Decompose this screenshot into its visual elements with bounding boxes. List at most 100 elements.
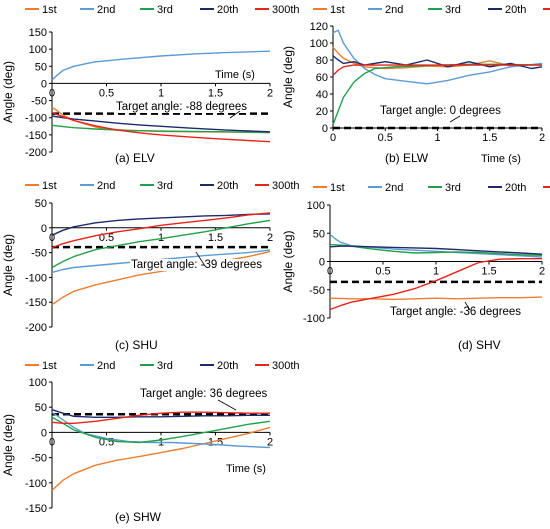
- legend-label-2nd: 2nd: [97, 360, 115, 372]
- y-tick-label: -200: [25, 147, 47, 159]
- chart-elv: 1st 2nd 3rd 20th 300th-200-150-100-500501001…: [1, 4, 300, 165]
- y-tick-label: 50: [35, 61, 47, 73]
- legend-label-20th: 20th: [217, 360, 238, 372]
- legend: 1st 2nd 3rd 20th 300th: [25, 360, 300, 372]
- target-annotation-bg: [389, 306, 523, 318]
- y-tick-label: 50: [313, 228, 325, 240]
- target-annotation-bg: [139, 388, 269, 400]
- series-line-3rd: [332, 63, 543, 125]
- chart-caption: (b) ELW: [385, 151, 429, 165]
- series-line-300th: [51, 212, 271, 249]
- y-axis-label: Angle (deg): [281, 46, 295, 108]
- target-annotation: Target angle: 0 degrees: [380, 105, 501, 117]
- legend-label-300th: 300th: [272, 4, 300, 16]
- series-line-300th: [51, 111, 271, 143]
- annotation-leader: [217, 399, 237, 411]
- y-tick-label: 0: [322, 123, 328, 135]
- x-tick-label: 0: [49, 232, 55, 244]
- legend-label-1st: 1st: [330, 4, 345, 16]
- chart-caption: (a) ELV: [115, 151, 155, 165]
- target-annotation: Target angle: -88 degrees: [116, 101, 247, 113]
- y-tick-label: 0: [41, 78, 47, 90]
- legend-label-20th: 20th: [217, 180, 238, 192]
- legend-label-1st: 1st: [42, 180, 57, 192]
- y-tick-label: 100: [29, 377, 47, 389]
- annotation-leader: [449, 115, 461, 123]
- chart-caption: (e) SHW: [115, 510, 162, 524]
- y-tick-label: 100: [310, 38, 328, 50]
- annotation-leader: [229, 110, 241, 119]
- x-tick-label: 1: [433, 266, 439, 278]
- legend-label-3rd: 3rd: [157, 4, 173, 16]
- legend-label-1st: 1st: [42, 360, 57, 372]
- y-tick-label: 80: [316, 55, 328, 67]
- y-tick-label: 40: [316, 89, 328, 101]
- y-tick-label: -50: [31, 248, 47, 260]
- y-tick-label: -150: [25, 130, 47, 142]
- series-line-1st: [51, 426, 271, 491]
- legend-label-2nd: 2nd: [97, 180, 115, 192]
- x-tick-label: 1: [158, 232, 164, 244]
- y-axis-label: Angle (deg): [1, 234, 15, 296]
- x-axis-label: Time (s): [215, 69, 255, 81]
- legend-label-20th: 20th: [505, 182, 526, 194]
- chart-caption: (c) SHU: [115, 338, 158, 352]
- target-annotation-bg: [130, 259, 264, 271]
- x-tick-label: 0.5: [99, 87, 114, 99]
- x-tick-label: 1.5: [208, 232, 223, 244]
- series-line-2nd: [51, 50, 271, 81]
- y-tick-label: 0: [41, 427, 47, 439]
- legend-label-2nd: 2nd: [385, 4, 403, 16]
- chart-elw: 1st2nd3rd20th300th02040608010012000.511.…: [281, 4, 550, 165]
- y-tick-label: 50: [35, 198, 47, 210]
- series-line-1st: [332, 46, 543, 70]
- x-tick-label: 1.5: [482, 132, 497, 144]
- y-tick-label: -200: [25, 322, 47, 334]
- x-tick-label: 0: [49, 87, 55, 99]
- series-line-300th: [51, 411, 270, 424]
- x-tick-label: 2: [539, 132, 545, 144]
- annotation-leader: [195, 251, 206, 267]
- series-line-2nd: [332, 29, 543, 85]
- y-tick-label: -50: [31, 453, 47, 465]
- y-tick-label: 60: [316, 72, 328, 84]
- legend-label-3rd: 3rd: [445, 182, 461, 194]
- x-tick-label: 2: [267, 87, 273, 99]
- y-axis-label: Angle (deg): [1, 414, 15, 476]
- y-tick-label: -50: [309, 285, 325, 297]
- legend-label-20th: 20th: [217, 4, 238, 16]
- target-annotation-bg: [115, 101, 249, 113]
- annotation-leader: [464, 301, 471, 311]
- x-tick-label: 1.5: [208, 87, 223, 99]
- y-tick-label: 50: [35, 402, 47, 414]
- legend-label-1st: 1st: [42, 4, 57, 16]
- series-line-2nd: [329, 233, 543, 258]
- legend-label-2nd: 2nd: [385, 182, 403, 194]
- series-line-20th: [51, 409, 270, 418]
- target-annotation: Target angle: 36 degrees: [140, 388, 267, 400]
- x-tick-label: 0: [330, 132, 336, 144]
- x-tick-label: 0.5: [375, 266, 390, 278]
- series-line-1st: [329, 296, 543, 301]
- legend-label-1st: 1st: [330, 182, 345, 194]
- legend-label-300th: 300th: [272, 360, 300, 372]
- series-line-20th: [329, 245, 543, 255]
- legend-label-3rd: 3rd: [445, 4, 461, 16]
- y-tick-label: -50: [31, 96, 47, 108]
- legend-label-20th: 20th: [505, 4, 526, 16]
- y-tick-label: 100: [307, 200, 325, 212]
- target-annotation-bg: [379, 105, 503, 117]
- x-tick-label: 1.5: [481, 266, 496, 278]
- legend-label-300th: 300th: [272, 180, 300, 192]
- x-tick-label: 0: [49, 436, 55, 448]
- legend-label-3rd: 3rd: [157, 360, 173, 372]
- chart-caption: (d) SHV: [458, 338, 501, 352]
- y-tick-label: -150: [25, 297, 47, 309]
